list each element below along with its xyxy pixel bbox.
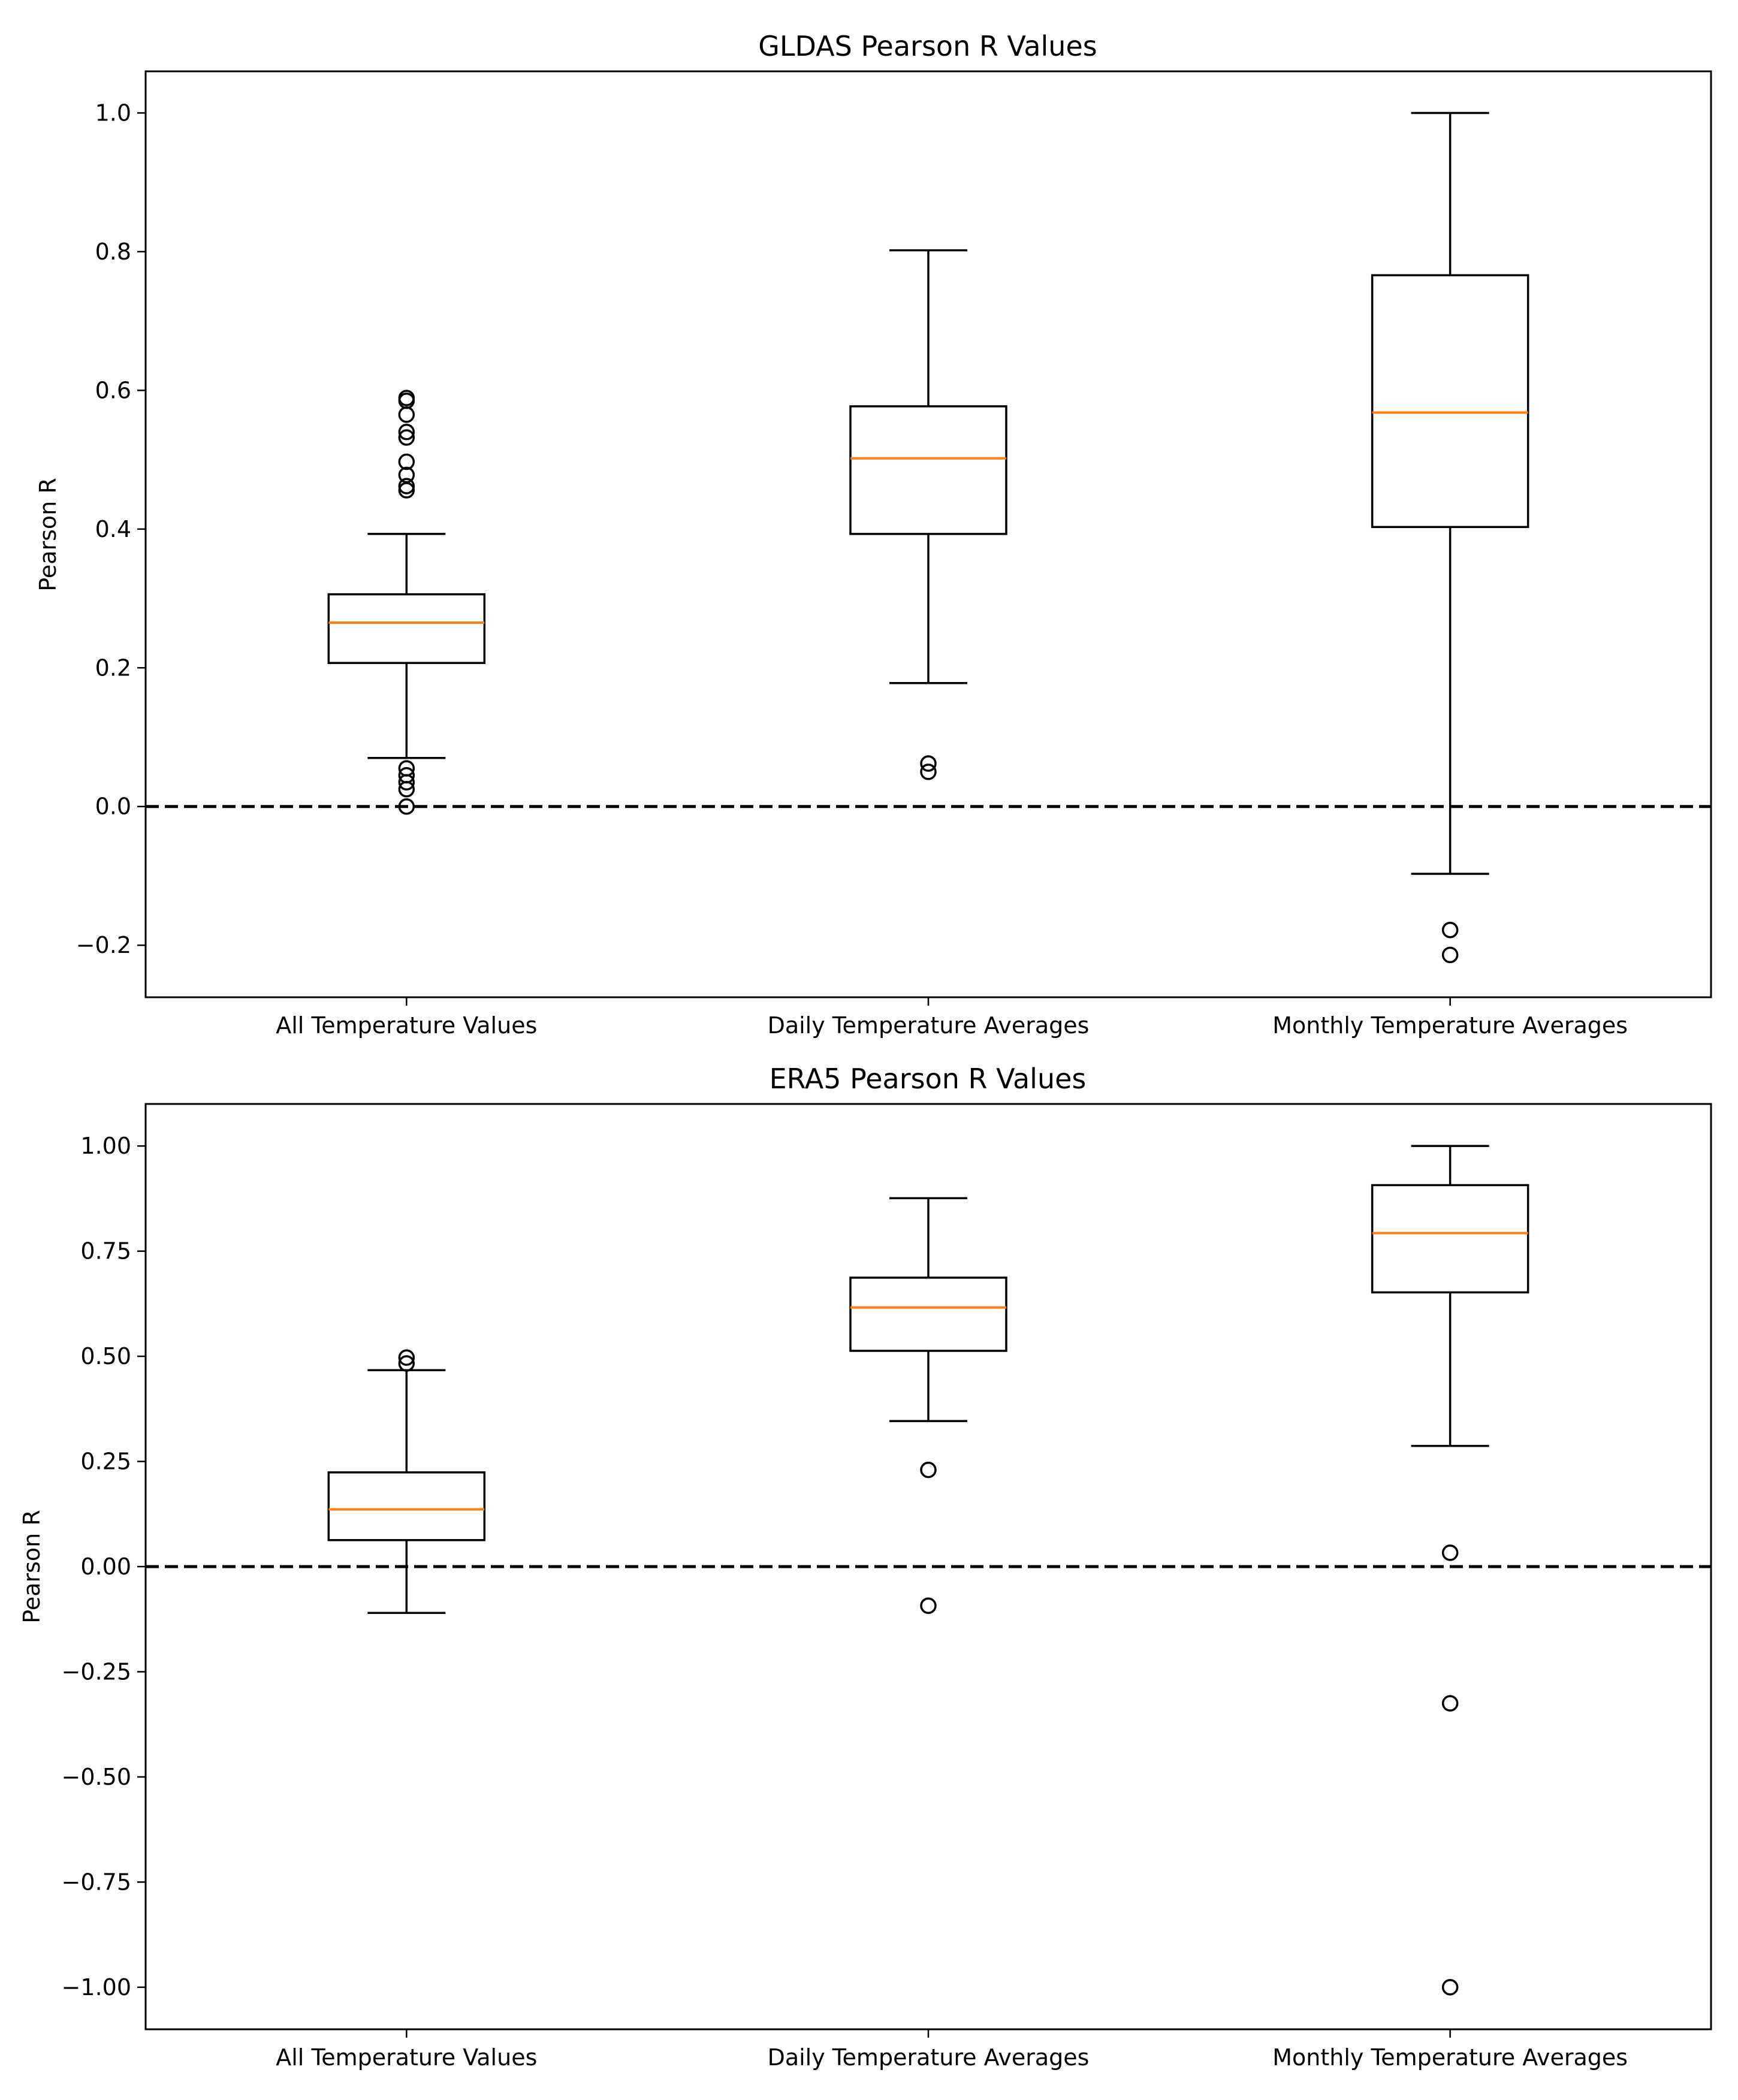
gldas-x-tick-label: Daily Temperature Averages [768,1012,1090,1039]
gldas-plot-frame [144,70,1712,998]
gldas-box-2 [849,249,1007,780]
era5-y-axis-label: Pearson R [19,1510,45,1623]
interquartile-box [327,593,486,664]
gldas-y-axis-label: Pearson R [35,478,61,591]
era5-y-tick-label: 0.25 [80,1449,131,1475]
era5-y-tick-label: 0.50 [80,1343,131,1369]
outlier-point [1441,946,1459,964]
era5-y-tick-label: −0.75 [62,1869,131,1895]
gldas-chart-title: GLDAS Pearson R Values [758,30,1097,62]
outlier-point [398,453,415,470]
outlier-point [398,482,415,499]
era5-x-tick-label: Monthly Temperature Averages [1272,2044,1628,2071]
era5-y-tick-label: −0.50 [62,1764,131,1790]
era5-x-tick-label: Daily Temperature Averages [768,2044,1090,2071]
interquartile-box [849,405,1007,535]
gldas-y-tick-label: −0.2 [76,932,131,958]
era5-y-tick-label: 1.00 [80,1133,131,1159]
outlier-point [1441,1544,1459,1561]
era5-y-tick-label: −1.00 [62,1974,131,2001]
era5-x-tick-label: All Temperature Values [276,2044,537,2071]
era5-box-2 [849,1197,1007,1615]
outlier-point [1441,921,1459,939]
era5-boxplot-panel: ERA5 Pearson R Values Pearson R −1.00 −0.… [19,1063,1712,2071]
outlier-point [398,1349,415,1366]
outlier-point [920,755,937,772]
gldas-y-tick-label: 0.4 [95,516,131,542]
outlier-point [920,1461,937,1479]
gldas-y-tick-label: 0.2 [95,654,131,681]
era5-y-tick-label: −0.25 [62,1658,131,1685]
gldas-boxplot-panel: GLDAS Pearson R Values Pearson R −0.2 0.0… [35,30,1712,1039]
gldas-box-3 [1371,111,1529,964]
era5-box-1 [327,1349,486,1614]
outlier-point [398,478,415,494]
outlier-point [398,798,415,815]
era5-chart-title: ERA5 Pearson R Values [770,1063,1087,1095]
gldas-y-tick-label: 1.0 [95,99,131,126]
gldas-x-tick-label: Monthly Temperature Averages [1272,1012,1628,1039]
era5-plot-frame [144,1103,1712,2030]
outlier-point [398,429,415,446]
outlier-point [398,406,415,423]
outlier-point [920,764,937,780]
gldas-y-tick-label: 0.8 [95,239,131,265]
era5-box-3 [1371,1145,1529,1996]
outlier-point [1441,1695,1459,1712]
gldas-x-tick-label: All Temperature Values [276,1012,537,1039]
gldas-box-1 [327,390,486,815]
era5-y-tick-label: 0.00 [80,1553,131,1580]
outlier-point [398,781,415,798]
outlier-point [398,774,415,790]
interquartile-box [1371,274,1529,529]
era5-y-tick-label: 0.75 [80,1238,131,1265]
outlier-point [1441,1979,1459,1996]
interquartile-box [1371,1184,1529,1294]
gldas-y-tick-label: 0.6 [95,377,131,403]
interquartile-box [327,1471,486,1541]
outlier-point [398,424,415,440]
gldas-y-tick-label: 0.0 [95,793,131,820]
outlier-point [398,1355,415,1372]
outlier-point [920,1597,937,1615]
interquartile-box [849,1277,1007,1352]
